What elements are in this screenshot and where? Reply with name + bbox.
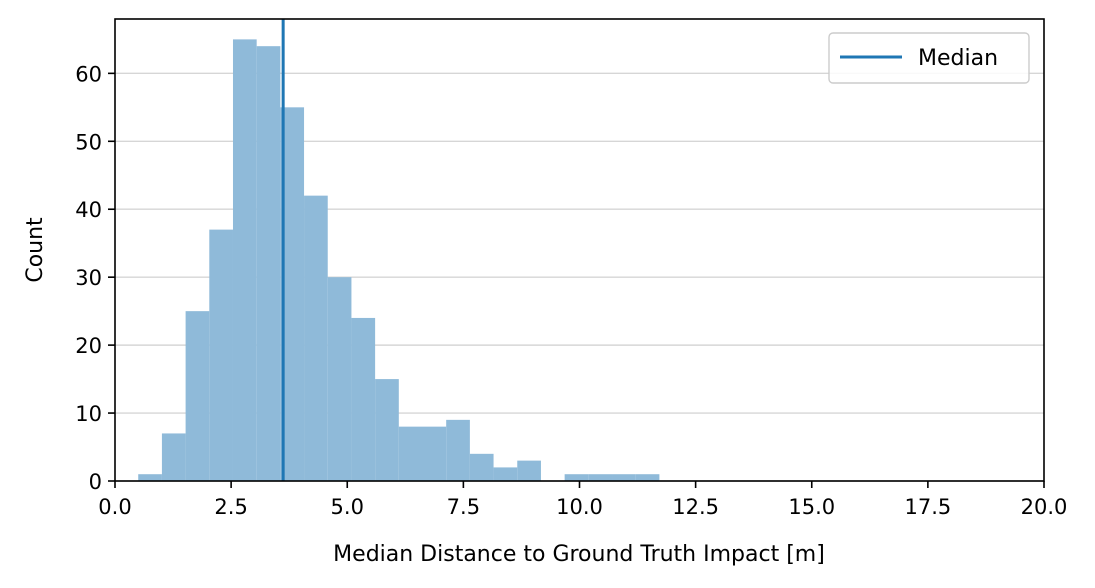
histogram-bar bbox=[422, 426, 447, 481]
x-tick-label: 15.0 bbox=[788, 495, 835, 519]
histogram-bar bbox=[138, 474, 162, 481]
y-axis-ticks: 0 10 20 30 40 50 60 bbox=[75, 62, 115, 494]
histogram-bar bbox=[564, 474, 589, 481]
histogram-bar bbox=[280, 107, 305, 481]
y-tick-label: 0 bbox=[89, 470, 102, 494]
x-tick-label: 0.0 bbox=[98, 495, 131, 519]
histogram-bar bbox=[635, 474, 660, 481]
histogram-bar bbox=[612, 474, 636, 481]
x-tick-label: 20.0 bbox=[1021, 495, 1068, 519]
histogram-bar bbox=[398, 426, 423, 481]
histogram-bar bbox=[493, 467, 518, 481]
histogram-bars bbox=[138, 39, 660, 481]
x-axis-label: Median Distance to Ground Truth Impact [… bbox=[333, 542, 825, 567]
x-axis-ticks: 0.0 2.5 5.0 7.5 10.0 12.5 15.0 17.5 20.0 bbox=[98, 481, 1067, 519]
histogram-bar bbox=[304, 195, 328, 481]
x-tick-label: 5.0 bbox=[331, 495, 364, 519]
x-tick-label: 10.0 bbox=[556, 495, 603, 519]
histogram-bar bbox=[161, 433, 186, 481]
legend: Median bbox=[828, 32, 1030, 84]
y-tick-label: 60 bbox=[75, 62, 102, 86]
histogram-bar bbox=[517, 460, 541, 481]
histogram-bar bbox=[446, 419, 470, 481]
histogram-bar bbox=[232, 39, 257, 481]
legend-median-label: Median bbox=[918, 46, 998, 71]
histogram-bar bbox=[185, 311, 210, 481]
x-tick-label: 2.5 bbox=[214, 495, 247, 519]
y-tick-label: 50 bbox=[75, 130, 102, 154]
y-tick-label: 40 bbox=[75, 198, 102, 222]
y-tick-label: 30 bbox=[75, 266, 102, 290]
histogram-bar bbox=[209, 229, 233, 481]
histogram-bar bbox=[327, 277, 352, 481]
x-tick-label: 17.5 bbox=[904, 495, 951, 519]
x-tick-label: 12.5 bbox=[672, 495, 719, 519]
histogram-bar bbox=[375, 379, 399, 481]
y-tick-label: 10 bbox=[75, 402, 102, 426]
x-tick-label: 7.5 bbox=[447, 495, 480, 519]
y-tick-label: 20 bbox=[75, 334, 102, 358]
histogram-bar bbox=[588, 474, 613, 481]
histogram-bar bbox=[469, 453, 494, 481]
y-axis-label: Count bbox=[23, 217, 48, 283]
legend-box bbox=[828, 32, 1030, 84]
histogram-bar bbox=[351, 317, 376, 481]
histogram-bar bbox=[256, 46, 281, 481]
